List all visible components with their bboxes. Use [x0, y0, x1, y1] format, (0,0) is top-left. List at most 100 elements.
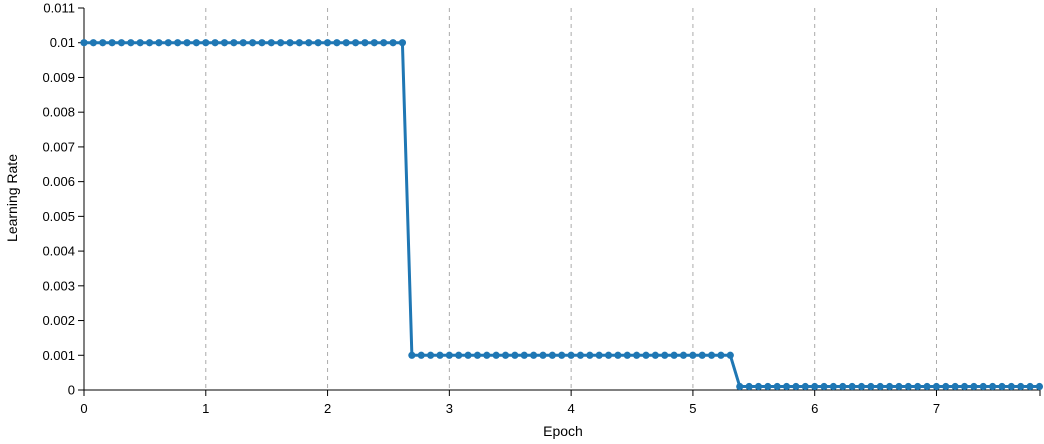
data-point	[914, 382, 922, 391]
data-point	[839, 382, 847, 391]
data-point	[1007, 382, 1015, 391]
data-point	[548, 351, 556, 359]
data-point	[389, 39, 397, 47]
data-point	[558, 351, 566, 359]
data-point	[885, 382, 894, 391]
data-point	[136, 39, 144, 47]
x-tick-label: 0	[80, 401, 87, 416]
data-point	[642, 351, 650, 359]
y-tick-label: 0.003	[42, 278, 75, 293]
data-point	[811, 382, 819, 391]
data-point	[408, 351, 416, 359]
data-point	[586, 351, 594, 359]
data-point	[239, 39, 247, 47]
data-point	[155, 39, 163, 47]
series-line	[84, 41, 1040, 389]
data-point	[848, 382, 856, 391]
data-point	[530, 351, 538, 359]
y-tick-label: 0.002	[42, 313, 75, 328]
x-axis-title: Epoch	[543, 423, 583, 439]
data-point	[1026, 382, 1034, 391]
data-point	[773, 382, 781, 391]
data-point	[248, 39, 257, 47]
x-tick-label: 4	[568, 401, 575, 416]
data-point	[754, 382, 763, 391]
y-tick-label: 0.011	[43, 1, 75, 16]
data-point	[726, 351, 734, 359]
y-axis: 0 0.001 0.002 0.003 0.004 0.005 0.006 0.007 0.00…	[42, 1, 85, 398]
data-point	[305, 39, 313, 47]
vertical-grid	[205, 8, 937, 390]
data-point	[220, 39, 229, 47]
data-point	[857, 382, 866, 391]
data-point	[436, 351, 444, 359]
x-tick-label: 1	[202, 401, 209, 416]
data-point	[117, 39, 126, 47]
data-point	[202, 39, 210, 47]
data-point	[80, 39, 88, 47]
data-point	[211, 39, 219, 47]
data-point	[520, 351, 528, 359]
data-point	[89, 39, 97, 47]
x-tick-label: 6	[811, 401, 818, 416]
data-point	[595, 351, 603, 359]
data-point	[633, 351, 641, 359]
data-point	[867, 382, 875, 391]
data-point	[370, 39, 378, 47]
data-point	[539, 351, 547, 359]
data-point	[99, 39, 107, 47]
data-point	[782, 382, 791, 391]
y-axis-title: Learning Rate	[4, 154, 20, 242]
data-point	[736, 382, 744, 391]
data-point	[998, 382, 1006, 391]
data-point	[277, 39, 285, 47]
data-point	[164, 39, 172, 47]
data-point	[932, 382, 941, 391]
data-point	[923, 382, 931, 391]
data-point	[455, 351, 463, 359]
data-point	[501, 351, 510, 359]
y-tick-label: 0.01	[50, 35, 75, 50]
data-point	[698, 351, 706, 359]
data-point	[651, 351, 659, 359]
data-point	[970, 382, 978, 391]
data-point	[145, 39, 154, 47]
data-point	[511, 351, 519, 359]
x-tick-label: 5	[689, 401, 696, 416]
x-tick-label: 2	[324, 401, 331, 416]
series-learning-rate	[80, 39, 1044, 391]
data-point	[473, 351, 482, 359]
data-point	[267, 39, 275, 47]
data-point	[717, 351, 725, 359]
data-point	[623, 351, 631, 359]
data-point	[230, 39, 238, 47]
data-point	[361, 39, 369, 47]
x-tick-label: 3	[446, 401, 453, 416]
y-tick-label: 0.005	[42, 209, 75, 224]
data-point	[942, 382, 950, 391]
data-point	[895, 382, 903, 391]
data-point	[192, 39, 200, 47]
data-point	[183, 39, 191, 47]
y-tick-label: 0.009	[42, 70, 75, 85]
data-point	[351, 39, 360, 47]
data-point	[380, 39, 388, 47]
data-point	[689, 351, 697, 359]
y-tick-label: 0.001	[42, 348, 75, 363]
data-point	[464, 351, 472, 359]
data-point	[398, 39, 407, 47]
data-point	[427, 351, 435, 359]
data-point	[492, 351, 500, 359]
data-point	[483, 351, 491, 359]
x-tick-label: 7	[933, 401, 940, 416]
data-point	[670, 351, 678, 359]
data-point	[295, 39, 303, 47]
data-point	[979, 382, 987, 391]
data-point	[876, 382, 884, 391]
y-tick-label: 0.004	[42, 244, 75, 259]
data-point	[661, 351, 669, 359]
data-point	[707, 351, 716, 359]
data-point	[951, 382, 959, 391]
data-point	[989, 382, 997, 391]
